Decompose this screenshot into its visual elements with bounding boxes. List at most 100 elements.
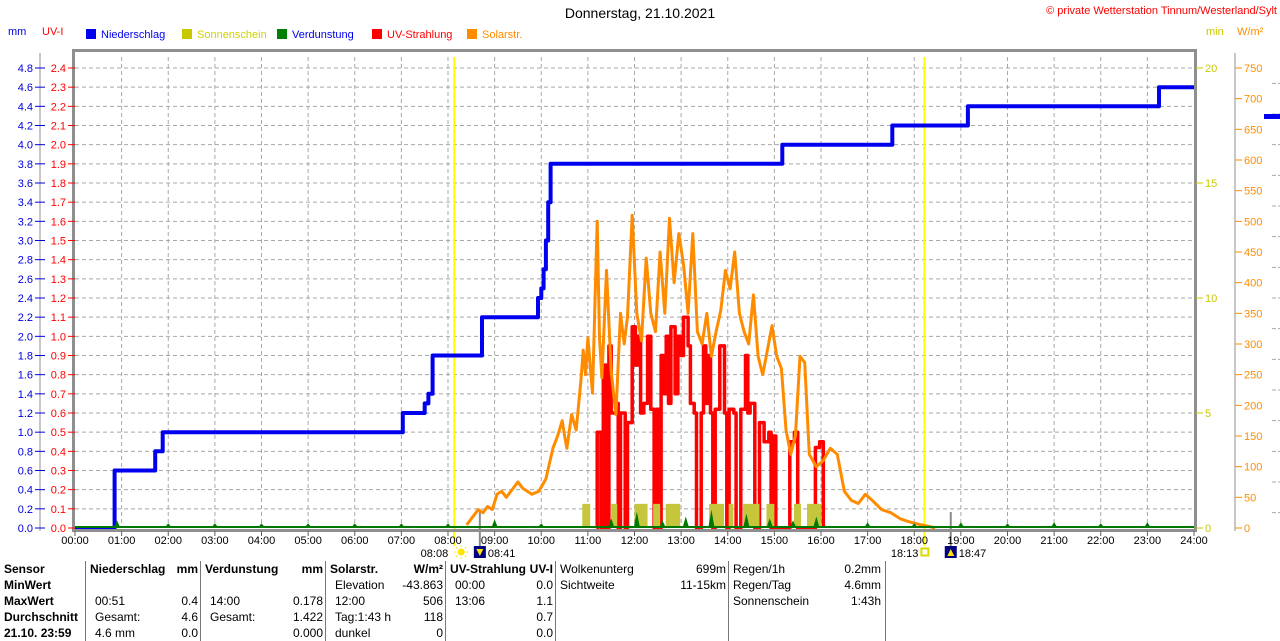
table-cell-label: 4.6 mm <box>95 626 136 640</box>
wm2-axis-label: 250 <box>1244 370 1262 382</box>
wm2-axis-label: 650 <box>1244 124 1262 136</box>
verdunstung-spike <box>957 522 964 527</box>
verdunstung-spike <box>113 520 120 527</box>
mm-axis-label: 0.2 <box>18 504 33 516</box>
wm2-axis-label: 550 <box>1244 186 1262 198</box>
mm-axis-label: 2.0 <box>18 331 33 343</box>
uvi-axis-label: 2.3 <box>51 82 66 94</box>
uvi-axis-label: 1.7 <box>51 197 66 209</box>
sun-icon-ray <box>464 555 467 558</box>
mm-axis-label: 4.2 <box>18 121 33 133</box>
uvi-axis-label: 0.9 <box>51 351 66 363</box>
wm2-axis-label: 300 <box>1244 339 1262 351</box>
wm2-axis-unit: W/m² <box>1237 26 1264 38</box>
table-cell-label: 00:51 <box>95 594 126 608</box>
table-row-label: Durchschnitt <box>4 610 79 624</box>
column-separator <box>200 561 201 641</box>
table-row-label: Sensor <box>4 562 45 576</box>
legend-label: Solarstr. <box>482 29 523 41</box>
table-cell-value: 0.7 <box>536 610 553 624</box>
x-axis-label: 14:00 <box>714 535 742 547</box>
mm-axis-label: 2.8 <box>18 255 33 267</box>
table-cell-value: 118 <box>423 610 443 624</box>
x-axis-label: 13:00 <box>667 535 695 547</box>
mm-axis-label: 0.8 <box>18 446 33 458</box>
table-cell-value: 0.4 <box>181 594 198 608</box>
table-column-unit: mm <box>301 562 323 576</box>
verdunstung-spike <box>864 522 871 527</box>
sonnenschein-bar <box>582 503 591 527</box>
sun-icon-ray <box>464 546 467 549</box>
column-separator <box>325 561 326 641</box>
mm-axis-label: 0.0 <box>18 523 33 535</box>
uvi-axis-label: 1.4 <box>51 255 66 267</box>
mm-axis-label: 1.0 <box>18 427 33 439</box>
info-cell-value: 11-15km <box>680 578 726 592</box>
verdunstung-spike <box>659 520 666 527</box>
x-axis-label: 09:00 <box>481 535 509 547</box>
x-axis-label: 22:00 <box>1087 535 1115 547</box>
info-cell-value: 1:43h <box>850 594 881 608</box>
info-cell-value: 699m <box>695 562 726 576</box>
table-column-unit: mm <box>176 562 198 576</box>
minutes-axis-label: 20 <box>1205 63 1217 75</box>
table-cell-label: Gesamt: <box>210 610 256 624</box>
x-axis-label: 19:00 <box>947 535 975 547</box>
solarstr-swatch-icon <box>467 29 477 39</box>
plot-border <box>72 49 1197 532</box>
x-axis-label: 15:00 <box>761 535 789 547</box>
x-axis-label: 07:00 <box>388 535 416 547</box>
info-cell-label: Wolkenunterg <box>560 562 634 576</box>
verdunstung-spike <box>633 511 640 527</box>
table-column-header: Niederschlag <box>90 562 166 576</box>
wm2-axis-label: 100 <box>1244 462 1262 474</box>
column-separator <box>85 561 86 641</box>
statistics-table: Sensor MinWert MaxWert Durchschnitt 21.10. 2… <box>0 560 1280 641</box>
info-cell-label: Regen/1h <box>733 562 786 576</box>
minutes-axis-unit: min <box>1206 26 1224 38</box>
mm-axis-label: 3.6 <box>18 178 33 190</box>
x-axis-label: 23:00 <box>1134 535 1162 547</box>
wm2-axis-label: 450 <box>1244 247 1262 259</box>
table-column-header: Solarstr. <box>330 562 379 576</box>
table-cell-label: 14:00 <box>210 594 241 608</box>
mm-axis-label: 0.4 <box>18 485 33 497</box>
verdunstung-spike <box>1144 522 1151 527</box>
verdunstung-spike <box>682 516 689 527</box>
legend-item-uv-strahlung: UV-Strahlung <box>372 29 452 41</box>
verdunstung-spike <box>766 518 773 527</box>
sunset-time-label: 18:13 <box>891 548 919 560</box>
uvi-axis-label: 0.6 <box>51 408 66 420</box>
uvi-axis-label: 1.6 <box>51 216 66 228</box>
legend-label: Niederschlag <box>101 29 166 41</box>
wm2-axis-label: 500 <box>1244 216 1262 228</box>
mm-axis-label: 1.6 <box>18 370 33 382</box>
column-separator <box>728 561 729 641</box>
column-separator <box>555 561 556 641</box>
uvstrahlung-line <box>595 315 826 530</box>
uvi-axis-label: 0.1 <box>51 504 66 516</box>
sun-icon-ray <box>455 555 459 558</box>
x-axis-label: 05:00 <box>294 535 322 547</box>
table-cell-label: Gesamt: <box>95 610 141 624</box>
table-cell-label: dunkel <box>335 626 371 640</box>
column-separator <box>885 561 886 641</box>
table-column-header: Verdunstung <box>205 562 279 576</box>
wm2-axis-label: 0 <box>1244 523 1250 535</box>
uvi-axis-label: 1.5 <box>51 236 66 248</box>
station-copyright: © private Wetterstation Tinnum/Westerlan… <box>1046 5 1277 17</box>
sonnenschein-bar <box>807 503 821 527</box>
legend-item-sonnenschein: Sonnenschein <box>182 29 267 41</box>
table-cell-value: 0.0 <box>536 578 553 592</box>
table-column-unit: UV-I <box>529 562 553 576</box>
minutes-axis-label: 5 <box>1205 408 1211 420</box>
verdunstung-spike <box>813 516 820 527</box>
table-cell-label: 13:06 <box>455 594 486 608</box>
uvi-axis-label: 2.1 <box>51 121 66 133</box>
wm2-axis-label: 50 <box>1244 492 1256 504</box>
mm-axis-label: 2.6 <box>18 274 33 286</box>
info-cell-label: Sonnenschein <box>733 594 810 608</box>
verdunstung-spike <box>351 523 358 527</box>
wm2-axis-label: 750 <box>1244 63 1262 75</box>
